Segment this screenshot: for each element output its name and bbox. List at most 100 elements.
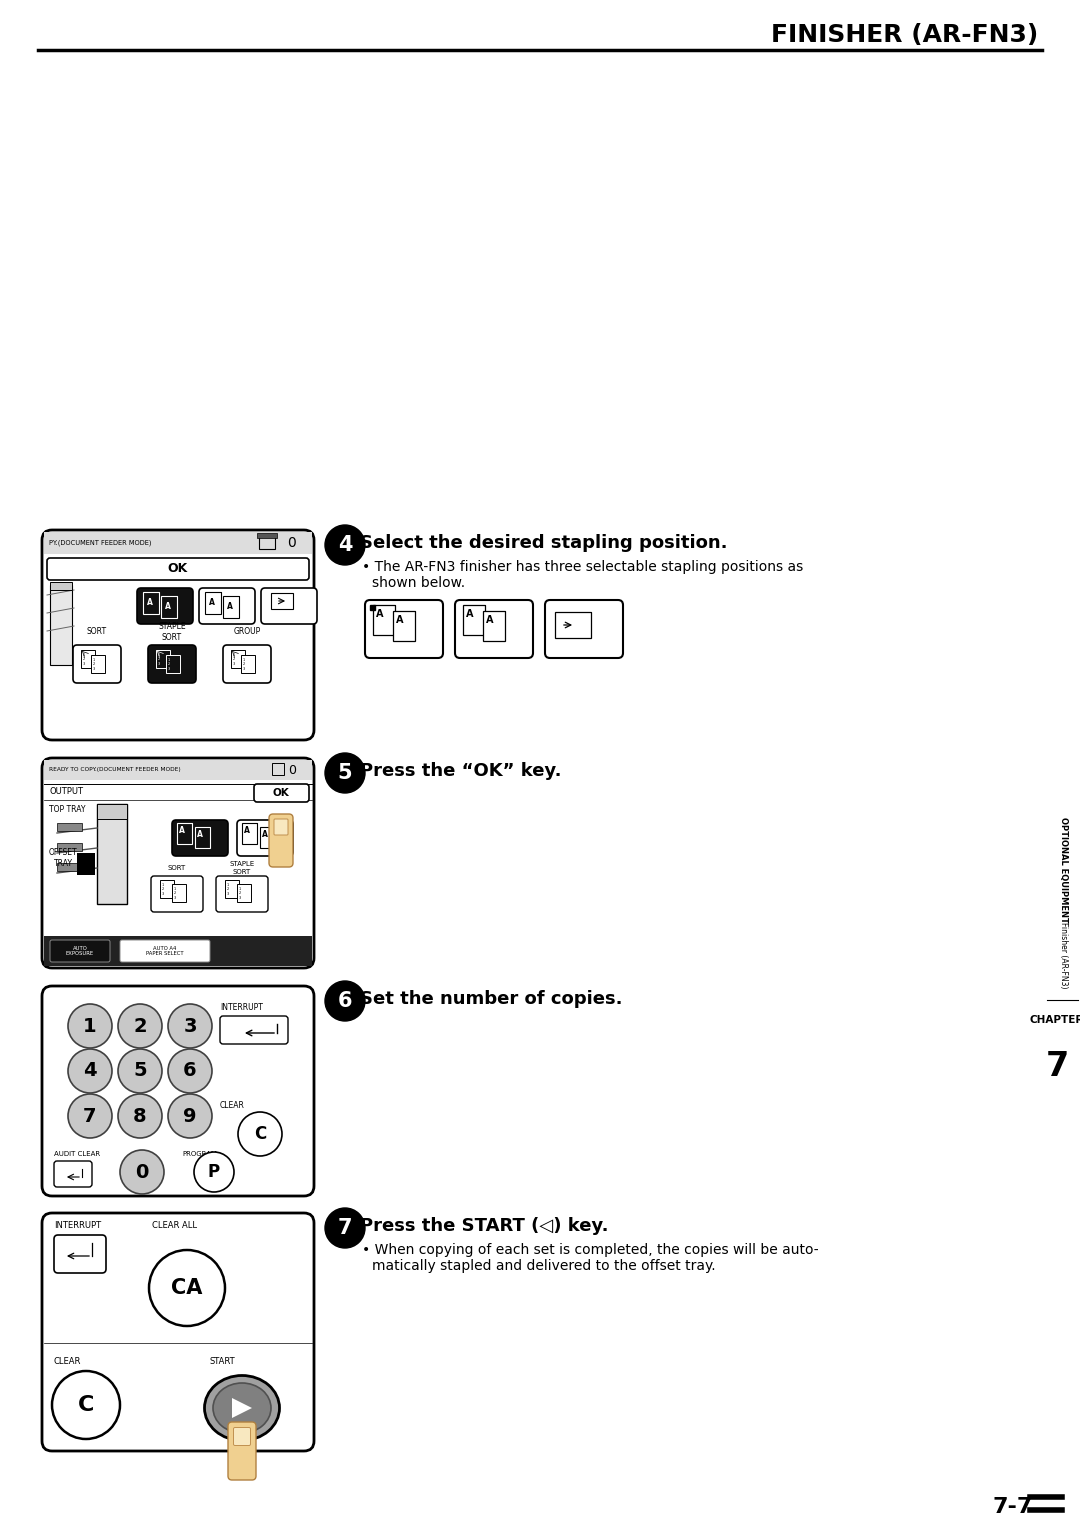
FancyBboxPatch shape: [269, 814, 293, 866]
Bar: [555, 613, 591, 639]
Text: 7-7: 7-7: [993, 1497, 1034, 1517]
Text: 1: 1: [83, 1016, 97, 1036]
Text: A: A: [210, 597, 215, 607]
Text: 0: 0: [287, 536, 296, 550]
Bar: [161, 596, 177, 617]
Text: 1
2
3: 1 2 3: [83, 652, 85, 666]
FancyBboxPatch shape: [148, 645, 195, 683]
Bar: [241, 656, 255, 672]
Text: 1
2
3: 1 2 3: [174, 886, 176, 900]
Bar: [260, 827, 275, 848]
Text: 3: 3: [184, 1016, 197, 1036]
Text: 6: 6: [338, 992, 352, 1012]
Text: 1
2
3: 1 2 3: [168, 659, 171, 671]
Bar: [271, 593, 293, 610]
Bar: [57, 843, 82, 851]
Text: INTERRUPT: INTERRUPT: [220, 1004, 262, 1013]
Text: CA: CA: [172, 1277, 203, 1297]
FancyBboxPatch shape: [237, 821, 293, 856]
Circle shape: [118, 1094, 162, 1138]
FancyBboxPatch shape: [216, 876, 268, 912]
FancyBboxPatch shape: [254, 784, 309, 802]
FancyBboxPatch shape: [48, 558, 309, 581]
Circle shape: [325, 1209, 365, 1248]
Bar: [370, 605, 375, 610]
Bar: [195, 827, 210, 848]
Bar: [463, 605, 485, 636]
Text: Set the number of copies.: Set the number of copies.: [360, 990, 622, 1008]
FancyBboxPatch shape: [274, 819, 288, 834]
Text: CLEAR ALL: CLEAR ALL: [152, 1221, 197, 1230]
Text: A: A: [227, 602, 233, 611]
Bar: [160, 880, 174, 898]
Text: Press the START (◁) key.: Press the START (◁) key.: [360, 1216, 608, 1235]
Text: Press the “OK” key.: Press the “OK” key.: [360, 762, 562, 779]
Text: C: C: [254, 1125, 266, 1143]
Text: OUTPUT: OUTPUT: [49, 787, 83, 796]
Bar: [44, 759, 312, 779]
Circle shape: [168, 1004, 212, 1048]
FancyBboxPatch shape: [137, 588, 193, 623]
Bar: [177, 824, 192, 843]
FancyBboxPatch shape: [233, 1427, 251, 1445]
Text: OPTIONAL EQUIPMENT: OPTIONAL EQUIPMENT: [1058, 817, 1067, 923]
FancyBboxPatch shape: [220, 1016, 288, 1044]
Circle shape: [168, 1094, 212, 1138]
Text: STAPLE
SORT: STAPLE SORT: [158, 622, 186, 642]
Circle shape: [68, 1004, 112, 1048]
Text: A: A: [165, 602, 171, 611]
Text: 1
2
3: 1 2 3: [243, 659, 245, 671]
Text: TOP TRAY: TOP TRAY: [49, 805, 85, 814]
FancyBboxPatch shape: [261, 588, 318, 623]
Text: 1
2
3: 1 2 3: [93, 659, 95, 671]
Circle shape: [168, 1050, 212, 1093]
Text: 4: 4: [338, 535, 352, 555]
Text: A: A: [179, 827, 185, 834]
Bar: [205, 591, 221, 614]
Text: A: A: [197, 830, 203, 839]
Text: C: C: [78, 1395, 94, 1415]
Text: P: P: [208, 1163, 220, 1181]
Text: AUTO
EXPOSURE: AUTO EXPOSURE: [66, 946, 94, 957]
Circle shape: [68, 1094, 112, 1138]
Bar: [225, 880, 239, 898]
Bar: [172, 885, 186, 902]
Circle shape: [238, 1112, 282, 1157]
Text: 5: 5: [133, 1062, 147, 1080]
Text: CHAPTER: CHAPTER: [1030, 1015, 1080, 1025]
Bar: [50, 582, 72, 590]
Bar: [156, 649, 170, 668]
Circle shape: [118, 1004, 162, 1048]
Bar: [373, 605, 395, 636]
Text: FINISHER (AR-FN3): FINISHER (AR-FN3): [771, 23, 1038, 47]
Circle shape: [120, 1151, 164, 1193]
Bar: [57, 863, 82, 871]
Circle shape: [325, 753, 365, 793]
Text: 9: 9: [184, 1106, 197, 1126]
Circle shape: [52, 1371, 120, 1439]
Polygon shape: [232, 1398, 252, 1418]
Text: A: A: [262, 830, 268, 839]
Text: STAPLE
SORT: STAPLE SORT: [229, 862, 255, 874]
FancyBboxPatch shape: [222, 645, 271, 683]
Circle shape: [149, 1250, 225, 1326]
FancyBboxPatch shape: [228, 1423, 256, 1481]
Text: 7: 7: [1045, 1050, 1068, 1083]
Bar: [237, 885, 251, 902]
Bar: [143, 591, 159, 614]
Text: A: A: [465, 610, 473, 619]
Text: START: START: [210, 1357, 235, 1366]
Ellipse shape: [213, 1383, 271, 1433]
Text: 0: 0: [135, 1163, 149, 1181]
Text: AUDIT CLEAR: AUDIT CLEAR: [54, 1151, 100, 1157]
FancyBboxPatch shape: [120, 940, 210, 963]
Text: PY.(DOCUMENT FEEDER MODE): PY.(DOCUMENT FEEDER MODE): [49, 539, 151, 545]
Text: 8: 8: [133, 1106, 147, 1126]
Text: OFFSET
TRAY: OFFSET TRAY: [49, 848, 78, 868]
Bar: [97, 804, 127, 905]
FancyBboxPatch shape: [54, 1161, 92, 1187]
Text: PROGRAM: PROGRAM: [183, 1151, 217, 1157]
Bar: [44, 937, 312, 966]
Circle shape: [325, 526, 365, 565]
Circle shape: [194, 1152, 234, 1192]
